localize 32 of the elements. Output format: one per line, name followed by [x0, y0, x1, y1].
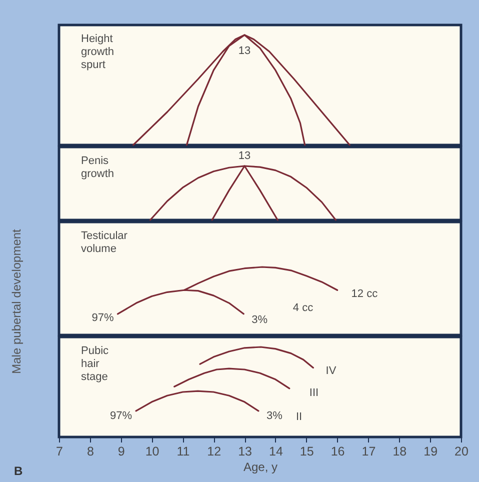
x-tick-label: 9 — [118, 444, 125, 458]
annotation: 13 — [238, 150, 251, 162]
annotation: 3% — [252, 314, 268, 326]
text: B — [14, 464, 23, 478]
x-tick-label: 11 — [176, 444, 190, 458]
x-tick-label: 16 — [330, 444, 345, 458]
text: Height growth spurt — [81, 33, 114, 71]
y-axis-title: Male pubertal development — [10, 228, 24, 374]
annotation: III — [309, 387, 319, 399]
chart-title: Penis growth — [81, 155, 114, 180]
x-tick-label: 18 — [392, 444, 407, 458]
annotation: 13 — [238, 45, 251, 57]
x-tick-label: 17 — [362, 444, 376, 458]
text: Pubic hair stage — [81, 345, 110, 383]
annotation: 4 cc — [292, 302, 314, 314]
annotation: IV — [326, 365, 337, 377]
x-tick-label: 19 — [424, 444, 438, 458]
annotation: 12 cc — [351, 288, 378, 300]
x-axis-title: Age, y — [243, 460, 278, 474]
x-tick-label: 10 — [145, 444, 160, 458]
annotation: 97% — [92, 312, 114, 324]
x-tick-label: 14 — [269, 444, 283, 458]
x-tick-label: 7 — [56, 444, 64, 458]
x-tick-label: 15 — [300, 444, 314, 458]
chart-title: Testicular volume — [81, 230, 128, 255]
x-tick-label: 20 — [454, 444, 468, 458]
x-tick-label: 8 — [86, 444, 94, 458]
annotation: 3% — [266, 410, 283, 422]
x-tick-label: 12 — [207, 444, 222, 458]
x-tick-label: 13 — [238, 444, 252, 458]
annotation: 97% — [110, 410, 132, 422]
annotation: II — [296, 411, 302, 423]
